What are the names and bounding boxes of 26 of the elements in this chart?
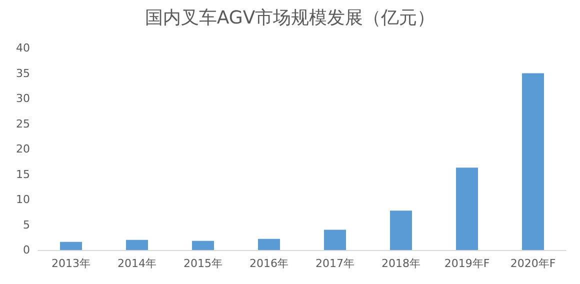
bar [192,240,214,250]
y-tick-label: 20 [16,142,30,156]
y-tick-label: 0 [23,244,30,256]
bar [522,73,544,250]
x-tick-label: 2018年 [382,257,420,270]
x-tick-label: 2016年 [250,257,288,270]
x-tick-label: 2020年F [510,257,556,270]
y-tick-label: 5 [23,218,30,232]
x-tick-label: 2017年 [316,257,354,270]
bar [324,230,346,250]
bar [456,168,478,250]
y-tick-label: 30 [16,92,30,105]
bar [126,240,148,250]
x-tick-label: 2015年 [184,257,222,270]
x-tick-label: 2019年F [444,257,490,270]
chart-title: 国内叉车AGV市场规模发展（亿元） [144,8,436,28]
x-tick-label: 2014年 [118,257,156,270]
bar [390,210,412,250]
x-tick-label: 2013年 [52,257,90,270]
bar [258,238,280,250]
y-tick-label: 25 [16,117,30,130]
bar [60,242,82,250]
y-tick-label: 35 [16,66,30,80]
y-tick-label: 15 [16,168,30,181]
y-tick-label: 10 [16,193,30,206]
y-tick-label: 40 [16,42,30,54]
